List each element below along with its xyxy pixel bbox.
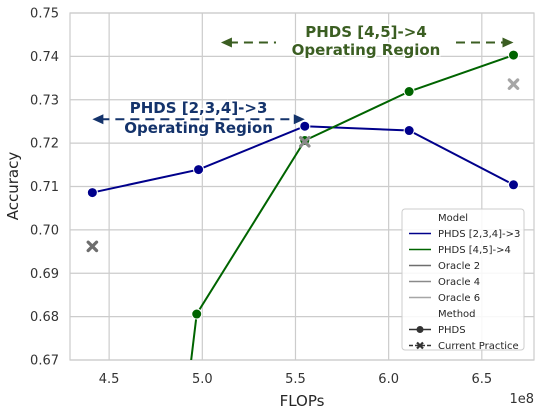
svg-text:PHDS: PHDS (438, 325, 466, 336)
legend-title-method: Method (438, 309, 476, 320)
current-practice-point (86, 240, 99, 253)
x-tick-label: 6.0 (378, 372, 399, 387)
current-practice-point (298, 136, 311, 148)
legend-item: Oracle 2 (409, 261, 480, 272)
region-arrowhead-left (220, 37, 232, 48)
svg-text:Oracle 4: Oracle 4 (438, 277, 480, 288)
legend: Model PHDS [2,3,4]->3 PHDS [4,5]->4 Oracle … (401, 208, 525, 352)
region-arrowhead-right (502, 37, 514, 48)
legend-item: Current Practice (409, 341, 519, 352)
y-tick-label: 0.67 (30, 354, 59, 369)
legend-item: PHDS [4,5]->4 (409, 245, 511, 256)
data-point (508, 179, 520, 191)
data-point (191, 308, 203, 320)
y-tick-label: 0.75 (30, 7, 59, 22)
data-point (403, 125, 415, 137)
legend-item: PHDS [2,3,4]->3 (409, 229, 520, 240)
tick-labels: 4.5 5.0 5.5 6.0 6.5 0.67 0.68 0.69 0.70 0.71 0.72 0… (30, 7, 492, 388)
y-tick-label: 0.72 (30, 137, 59, 152)
svg-text:PHDS [2,3,4]->3: PHDS [2,3,4]->3 (438, 229, 520, 240)
region-label: PHDS [4,5]->4 (305, 23, 427, 41)
x-axis-title: FLOPs (280, 392, 325, 410)
x-tick-label: 5.5 (285, 372, 306, 387)
legend-item: Oracle 6 (409, 293, 480, 304)
region-label: Operating Region (292, 41, 441, 59)
data-point (508, 49, 520, 61)
data-point (403, 86, 415, 98)
svg-text:Oracle 6: Oracle 6 (438, 293, 480, 304)
y-tick-label: 0.70 (30, 223, 59, 238)
data-point (299, 120, 311, 132)
region-arrowhead-left (92, 114, 104, 125)
y-tick-label: 0.69 (30, 267, 59, 282)
x-tick-label: 5.0 (192, 372, 213, 387)
legend-item: PHDS (409, 325, 466, 336)
y-tick-label: 0.71 (30, 180, 59, 195)
y-tick-label: 0.74 (30, 50, 59, 65)
svg-text:PHDS [4,5]->4: PHDS [4,5]->4 (438, 245, 511, 256)
data-point (193, 164, 205, 176)
svg-text:Oracle 2: Oracle 2 (438, 261, 480, 272)
svg-text:Current Practice: Current Practice (438, 341, 519, 352)
legend-title-model: Model (438, 213, 468, 224)
markers (86, 49, 520, 320)
current-practice-point (507, 78, 520, 90)
legend-box (401, 208, 525, 351)
operating-region-annotation: PHDS [2,3,4]->3 Operating Region (92, 98, 305, 139)
x-tick-label: 4.5 (99, 372, 120, 387)
legend-item: Oracle 4 (409, 277, 480, 288)
y-tick-label: 0.73 (30, 93, 59, 108)
region-arrowhead-right (293, 114, 305, 125)
region-label: PHDS [2,3,4]->3 (130, 99, 268, 117)
x-offset-label: 1e8 (509, 392, 534, 407)
y-axis-title: Accuracy (4, 152, 22, 221)
data-point (86, 187, 98, 199)
x-tick-label: 6.5 (471, 372, 492, 387)
y-tick-label: 0.68 (30, 310, 59, 325)
region-label: Operating Region (124, 119, 273, 137)
